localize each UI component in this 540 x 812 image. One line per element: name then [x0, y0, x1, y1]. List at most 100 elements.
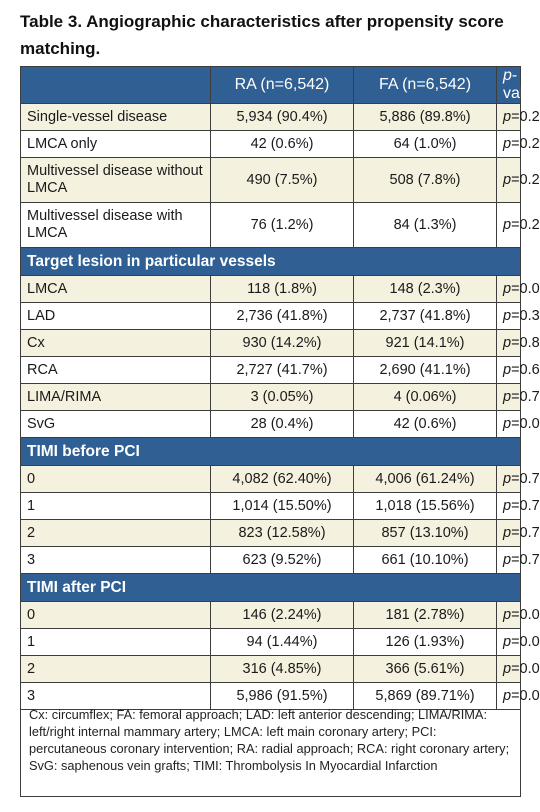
p-italic: p [503, 688, 512, 704]
p-value: p=0.3 [496, 302, 540, 330]
p-number: =0.002 [511, 634, 540, 650]
p-value: p=0.7 [496, 519, 540, 547]
section-title: TIMI after PCI [20, 573, 521, 602]
row-label: 2 [20, 655, 211, 683]
ra-value: 146 (2.24%) [210, 601, 354, 629]
section-header-row: TIMI before PCI [20, 437, 521, 466]
p-value: p=0.6 [496, 356, 540, 384]
row-label: SvG [20, 410, 211, 438]
row-label: 1 [20, 628, 211, 656]
p-italic: p [503, 416, 512, 432]
table-row: 3 623 (9.52%) 661 (10.10%) p=0.7 [20, 546, 540, 574]
p-italic: p [503, 216, 512, 233]
angiographic-table: RA (n=6,542) FA (n=6,542) p-value Single… [20, 66, 540, 710]
p-value: p=0.002 [496, 628, 540, 656]
fa-value: 84 (1.3%) [353, 202, 497, 248]
header-ra: RA (n=6,542) [210, 66, 354, 104]
row-label: 3 [20, 682, 211, 710]
p-italic: p [503, 471, 512, 487]
row-label: Single-vessel disease [20, 103, 211, 131]
p-italic: p [503, 171, 512, 188]
p-italic: p [503, 607, 512, 623]
table-row: 194 (1.44%)126 (1.93%)p=0.002 [20, 628, 540, 656]
header-fa: FA (n=6,542) [353, 66, 497, 104]
ra-value: 118 (1.8%) [210, 275, 354, 303]
p-value: p=0.09 [496, 410, 540, 438]
row-label: 0 [20, 465, 211, 493]
ra-value: 823 (12.58%) [210, 519, 354, 547]
row-label: LAD [20, 302, 211, 330]
ra-value: 490 (7.5%) [210, 157, 354, 203]
table-row: Multivessel disease without LMCA 490 (7.5… [20, 157, 540, 203]
fa-value: 4 (0.06%) [353, 383, 497, 411]
fa-value: 366 (5.61%) [353, 655, 497, 683]
fa-value: 4,006 (61.24%) [353, 465, 497, 493]
fa-value: 2,690 (41.1%) [353, 356, 497, 384]
p-number: =0.2 [511, 216, 540, 233]
ra-value: 2,727 (41.7%) [210, 356, 354, 384]
p-value: p=0.002 [496, 655, 540, 683]
table-row: Cx 930 (14.2%) 921 (14.1%) p=0.8 [20, 329, 540, 357]
section-header-row: Target lesion in particular vessels [20, 247, 521, 276]
section-title: TIMI before PCI [20, 437, 521, 466]
p-value: p=0.002 [496, 601, 540, 629]
fa-value: 2,737 (41.8%) [353, 302, 497, 330]
table-row: RCA 2,727 (41.7%) 2,690 (41.1%) p=0.6 [20, 356, 540, 384]
p-italic: p [503, 136, 512, 152]
row-label: LIMA/RIMA [20, 383, 211, 411]
row-label: Multivessel disease with LMCA [20, 202, 211, 248]
p-value: p=0.2 [496, 157, 540, 203]
fa-value: 148 (2.3%) [353, 275, 497, 303]
fa-value: 661 (10.10%) [353, 546, 497, 574]
p-value: p=0.7 [496, 546, 540, 574]
p-number: =0.2 [511, 109, 540, 125]
table-row: 35,986 (91.5%)5,869 (89.71%)p=0.002 [20, 682, 540, 710]
ra-value: 1,014 (15.50%) [210, 492, 354, 520]
fa-value: 921 (14.1%) [353, 329, 497, 357]
p-number: =0.2 [511, 136, 540, 152]
p-value: p=0.002 [496, 682, 540, 710]
row-label: RCA [20, 356, 211, 384]
p-value: p=0.8 [496, 329, 540, 357]
fa-value: 5,869 (89.71%) [353, 682, 497, 710]
p-italic: p [503, 308, 512, 324]
p-value: p=0.2 [496, 130, 540, 158]
p-value: p=0.2 [496, 103, 540, 131]
row-label: 3 [20, 546, 211, 574]
p-italic: p [503, 281, 512, 297]
header-p-value: p-value [496, 66, 540, 104]
p-italic: p [503, 525, 512, 541]
p-number: =0.002 [511, 688, 540, 704]
fa-value: 508 (7.8%) [353, 157, 497, 203]
ra-value: 94 (1.44%) [210, 628, 354, 656]
section-title: Target lesion in particular vessels [20, 247, 521, 276]
footnote: Cx: circumflex; FA: femoral approach; LA… [20, 700, 521, 797]
p-number: =0.7 [511, 498, 540, 514]
row-label: LMCA [20, 275, 211, 303]
table-row: Multivessel disease with LMCA 76 (1.2%) 84… [20, 202, 540, 248]
p-italic: p [503, 634, 512, 650]
table-row: LAD 2,736 (41.8%) 2,737 (41.8%) p=0.3 [20, 302, 540, 330]
p-number: =0.7 [511, 389, 540, 405]
table-title: Table 3. Angiographic characteristics af… [20, 12, 504, 58]
ra-value: 5,986 (91.5%) [210, 682, 354, 710]
p-italic: p [503, 362, 512, 378]
p-number: =0.7 [511, 552, 540, 568]
p-italic: p [503, 335, 512, 351]
ra-value: 3 (0.05%) [210, 383, 354, 411]
p-value: p=0.2 [496, 202, 540, 248]
ra-value: 4,082 (62.40%) [210, 465, 354, 493]
ra-value: 5,934 (90.4%) [210, 103, 354, 131]
fa-value: 1,018 (15.56%) [353, 492, 497, 520]
table-row: LMCA only 42 (0.6%) 64 (1.0%) p=0.2 [20, 130, 540, 158]
ra-value: 76 (1.2%) [210, 202, 354, 248]
p-value: p=0.7 [496, 465, 540, 493]
row-label: 1 [20, 492, 211, 520]
p-number: =0.002 [511, 607, 540, 623]
p-value: p=0.06 [496, 275, 540, 303]
p-number: =0.09 [511, 416, 540, 432]
p-number: =0.3 [511, 308, 540, 324]
header-p-rest: -value [503, 67, 540, 102]
